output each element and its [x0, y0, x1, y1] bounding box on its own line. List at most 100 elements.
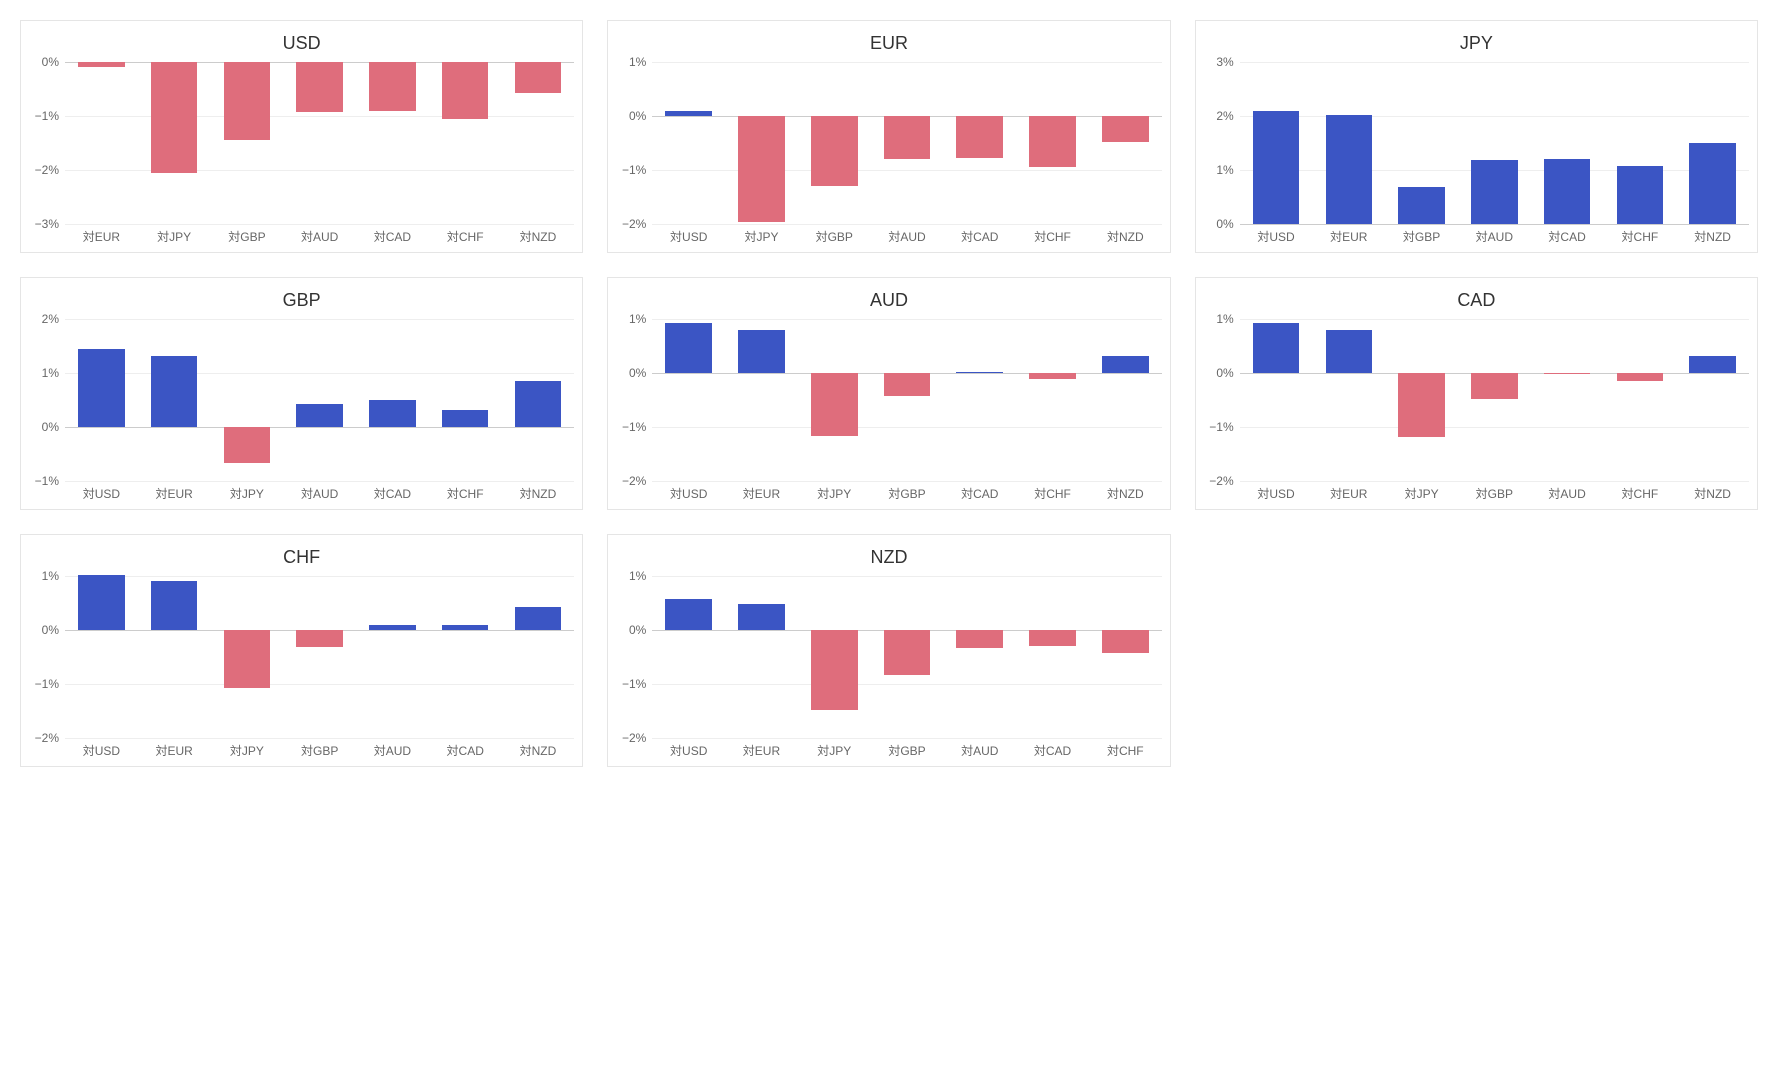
plot-area: −3%−2%−1%0% [65, 62, 574, 224]
bar-slot [1458, 319, 1531, 481]
bar [224, 62, 271, 140]
y-tick-label: 0% [629, 109, 646, 123]
chart-body: −2%−1%0%1%対USD対EUR対JPY対GBP対AUD対CHF対NZD [1196, 319, 1757, 509]
chart-title: GBP [21, 290, 582, 311]
chart-title: CHF [21, 547, 582, 568]
bar-slot [1312, 62, 1385, 224]
x-tick-label: 対EUR [138, 485, 211, 509]
plot-area: −2%−1%0%1% [652, 62, 1161, 224]
bars-container [652, 62, 1161, 224]
bar-slot [1016, 576, 1089, 738]
bar-slot [652, 319, 725, 481]
y-tick-label: −2% [1209, 474, 1233, 488]
x-tick-label: 対CAD [943, 228, 1016, 252]
bar [515, 607, 562, 630]
y-tick-label: −1% [35, 474, 59, 488]
x-tick-label: 対EUR [725, 742, 798, 766]
bar [738, 604, 785, 630]
bar [1471, 160, 1518, 224]
bar-slot [1603, 62, 1676, 224]
y-tick-label: 2% [1216, 109, 1233, 123]
bar-slot [138, 576, 211, 738]
y-tick-label: 2% [42, 312, 59, 326]
bar [442, 410, 489, 427]
x-tick-label: 対CHF [1603, 228, 1676, 252]
bar-slot [65, 62, 138, 224]
x-tick-label: 対AUD [356, 742, 429, 766]
x-tick-label: 対CHF [429, 485, 502, 509]
y-tick-label: 0% [42, 55, 59, 69]
bar [738, 330, 785, 373]
chart-panel: AUD −2%−1%0%1%対USD対EUR対JPY対GBP対CAD対CHF対NZ… [607, 277, 1170, 510]
bar [884, 116, 931, 159]
x-tick-label: 対USD [652, 228, 725, 252]
bar [738, 116, 785, 222]
bar-slot [725, 576, 798, 738]
chart-body: −2%−1%0%1%対USD対EUR対JPY対GBP対CAD対CHF対NZD [608, 319, 1169, 509]
bar-slot [1089, 576, 1162, 738]
bar [884, 373, 931, 396]
bars-container [652, 576, 1161, 738]
chart-body: −2%−1%0%1%対USD対JPY対GBP対AUD対CAD対CHF対NZD [608, 62, 1169, 252]
bar [665, 599, 712, 630]
bar [1398, 373, 1445, 437]
x-tick-label: 対GBP [283, 742, 356, 766]
bar [296, 62, 343, 112]
bar-slot [1089, 62, 1162, 224]
bar-slot [211, 319, 284, 481]
bar-slot [356, 62, 429, 224]
x-tick-label: 対USD [652, 742, 725, 766]
bars-container [65, 319, 574, 481]
x-tick-label: 対NZD [1676, 228, 1749, 252]
x-tick-label: 対CAD [356, 485, 429, 509]
x-tick-label: 対AUD [871, 228, 944, 252]
bar [1253, 323, 1300, 373]
bar [369, 62, 416, 111]
x-tick-label: 対USD [1240, 228, 1313, 252]
bar-slot [1240, 319, 1313, 481]
bar [1617, 166, 1664, 224]
bar-slot [943, 576, 1016, 738]
bar [1029, 116, 1076, 167]
bar [811, 373, 858, 436]
x-tick-label: 対NZD [1089, 228, 1162, 252]
x-tick-label: 対CHF [1016, 485, 1089, 509]
bar-slot [1385, 62, 1458, 224]
bar-slot [138, 319, 211, 481]
bar-slot [1676, 62, 1749, 224]
bar [224, 630, 271, 688]
bar-slot [1312, 319, 1385, 481]
x-tick-label: 対GBP [1458, 485, 1531, 509]
chart-title: AUD [608, 290, 1169, 311]
bar [78, 62, 125, 67]
x-tick-label: 対JPY [211, 742, 284, 766]
x-tick-label: 対CAD [1016, 742, 1089, 766]
bar-slot [1531, 319, 1604, 481]
y-tick-label: 0% [629, 366, 646, 380]
y-tick-label: 0% [1216, 366, 1233, 380]
grid-line [65, 481, 574, 482]
x-tick-label: 対GBP [211, 228, 284, 252]
chart-panel: USD−3%−2%−1%0%対EUR対JPY対GBP対AUD対CAD対CHF対N… [20, 20, 583, 253]
bar-slot [1603, 319, 1676, 481]
bar [811, 630, 858, 710]
bar-slot [502, 62, 575, 224]
bar [665, 323, 712, 373]
chart-panel: GBP−1%0%1%2%対USD対EUR対JPY対AUD対CAD対CHF対NZD [20, 277, 583, 510]
chart-panel: JPY0%1%2%3%対USD対EUR対GBP対AUD対CAD対CHF対NZD [1195, 20, 1758, 253]
x-tick-label: 対NZD [502, 485, 575, 509]
bar [884, 630, 931, 675]
bar-slot [798, 576, 871, 738]
bar-slot [652, 62, 725, 224]
chart-grid: USD−3%−2%−1%0%対EUR対JPY対GBP対AUD対CAD対CHF対N… [20, 20, 1758, 767]
bar-slot [1016, 62, 1089, 224]
bar [1102, 116, 1149, 142]
bar [1253, 111, 1300, 224]
y-tick-label: −2% [622, 474, 646, 488]
x-tick-label: 対CHF [1016, 228, 1089, 252]
x-tick-label: 対AUD [943, 742, 1016, 766]
bar-slot [283, 576, 356, 738]
x-tick-label: 対CAD [356, 228, 429, 252]
bar [442, 625, 489, 630]
bars-container [1240, 62, 1749, 224]
